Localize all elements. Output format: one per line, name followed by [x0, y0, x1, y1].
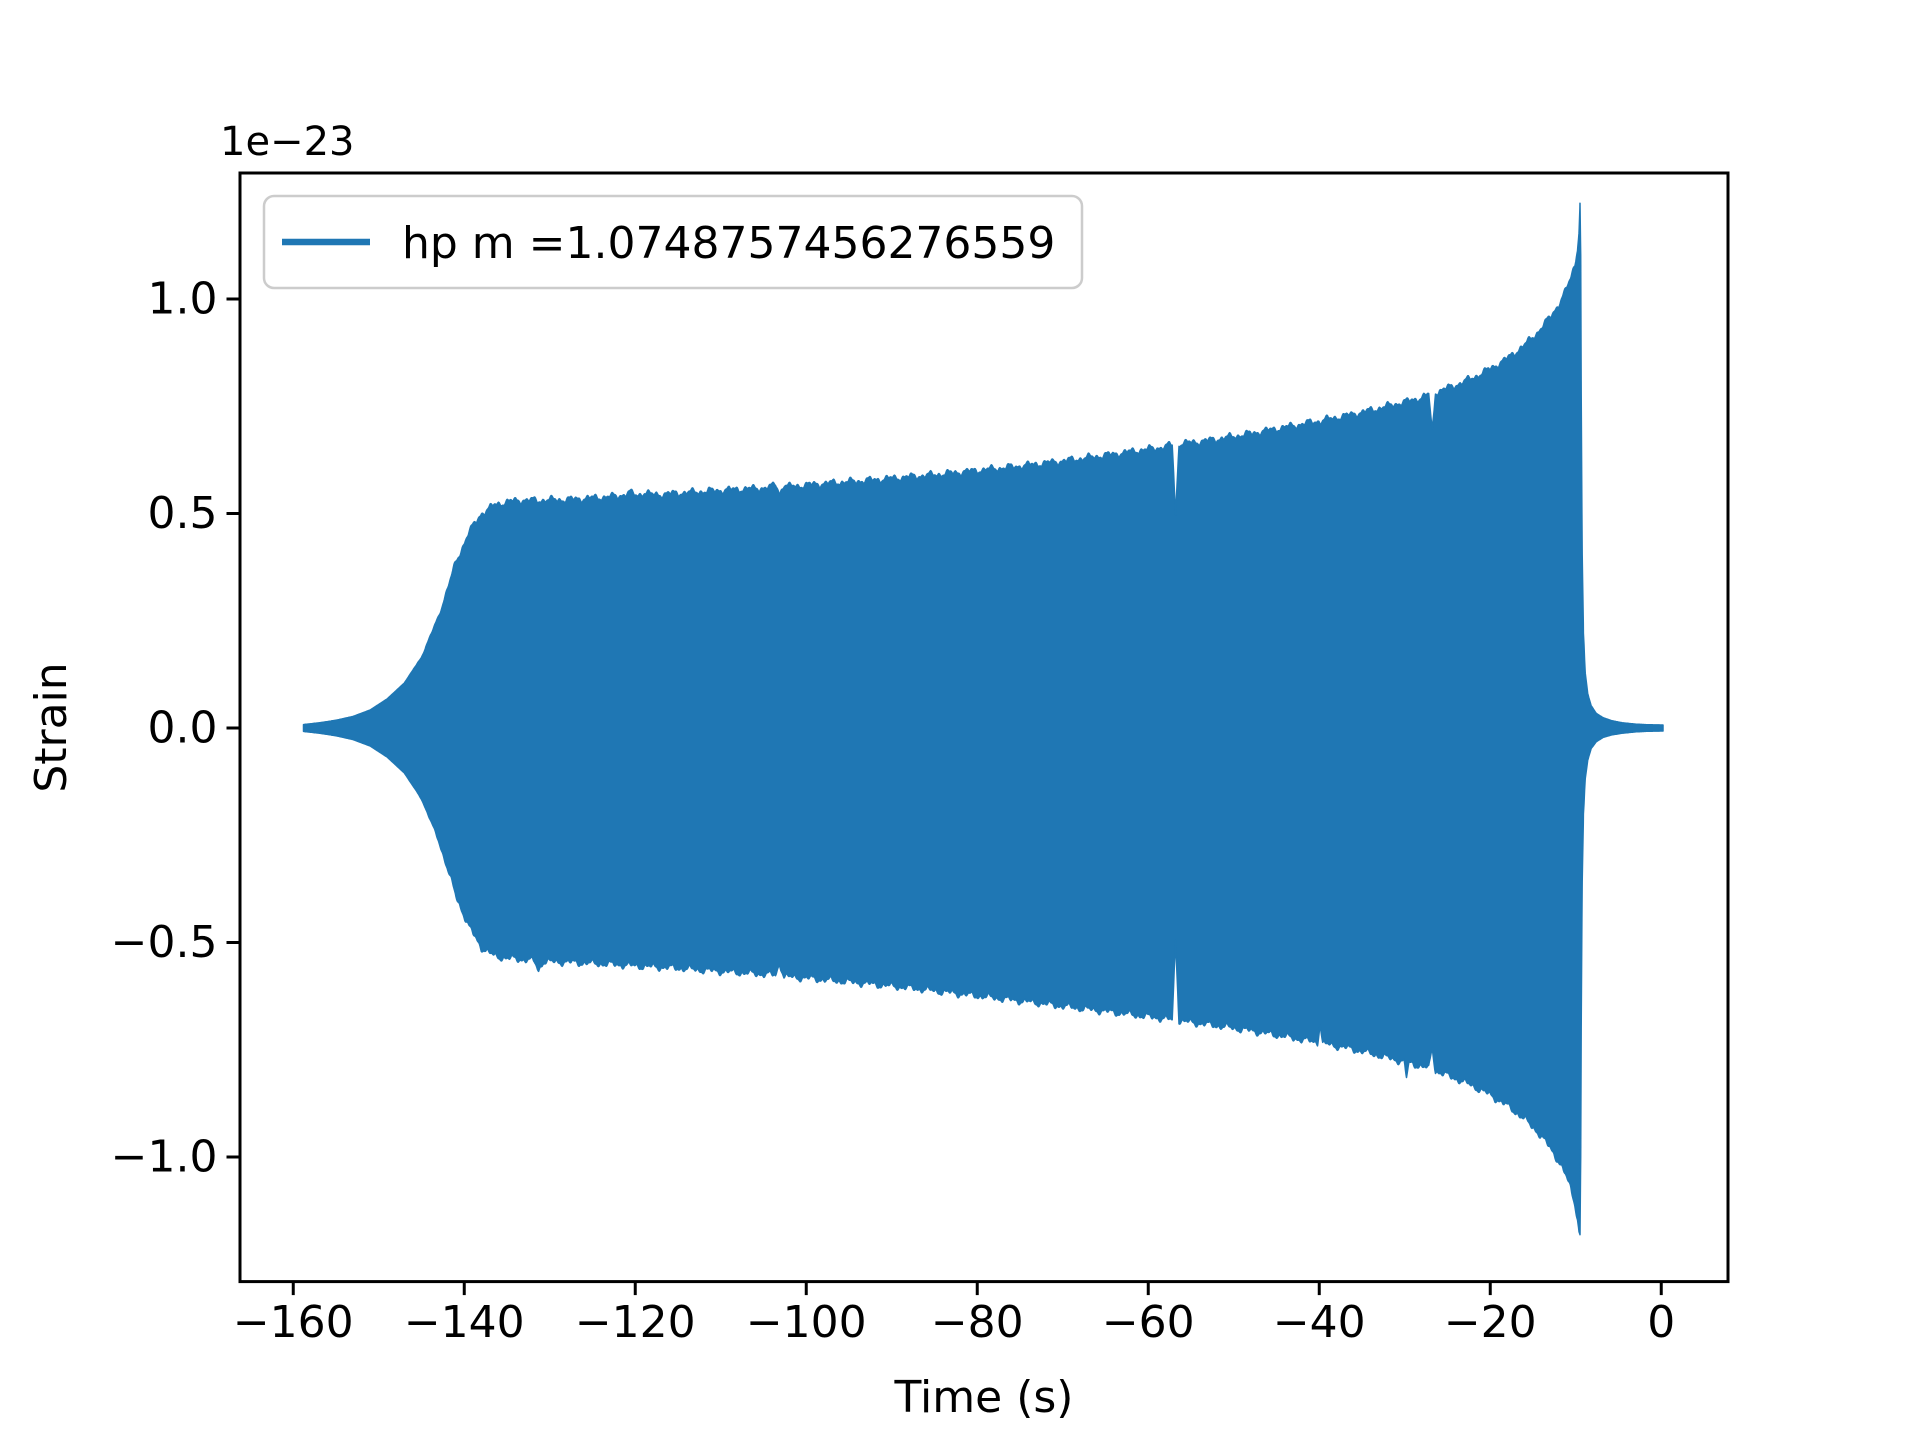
x-tick-label: −100: [746, 1297, 867, 1348]
y-tick-label: −0.5: [111, 917, 218, 968]
legend: hp m =1.0748757456276559: [262, 194, 1084, 290]
waveform-series: [302, 202, 1664, 1236]
y-axis-title: Strain: [26, 662, 77, 792]
x-tick-label: −140: [404, 1297, 525, 1348]
x-tick-label: −60: [1102, 1297, 1195, 1348]
y-tick-label: 0.0: [148, 703, 218, 754]
x-tick-label: 0: [1647, 1297, 1675, 1348]
x-axis-title: Time (s): [894, 1372, 1074, 1423]
y-axis-offset-label: 1e−23: [220, 119, 354, 165]
x-tick-label: −80: [931, 1297, 1024, 1348]
x-tick-label: −120: [575, 1297, 696, 1348]
y-tick-label: 1.0: [148, 274, 218, 325]
waveform-layer: [302, 202, 1664, 1236]
y-tick-label: −1.0: [111, 1132, 218, 1183]
legend-entry-label: hp m =1.0748757456276559: [402, 218, 1055, 269]
y-tick-label: 0.5: [148, 488, 218, 539]
x-tick-label: −40: [1273, 1297, 1366, 1348]
x-tick-label: −20: [1444, 1297, 1537, 1348]
x-tick-label: −160: [233, 1297, 354, 1348]
ticks-layer: −160 −140 −120 −100 −80 −60 −40 −20 0 1.0 0.5 0.0 −0…: [111, 274, 1676, 1349]
legend-box: [262, 194, 1084, 290]
